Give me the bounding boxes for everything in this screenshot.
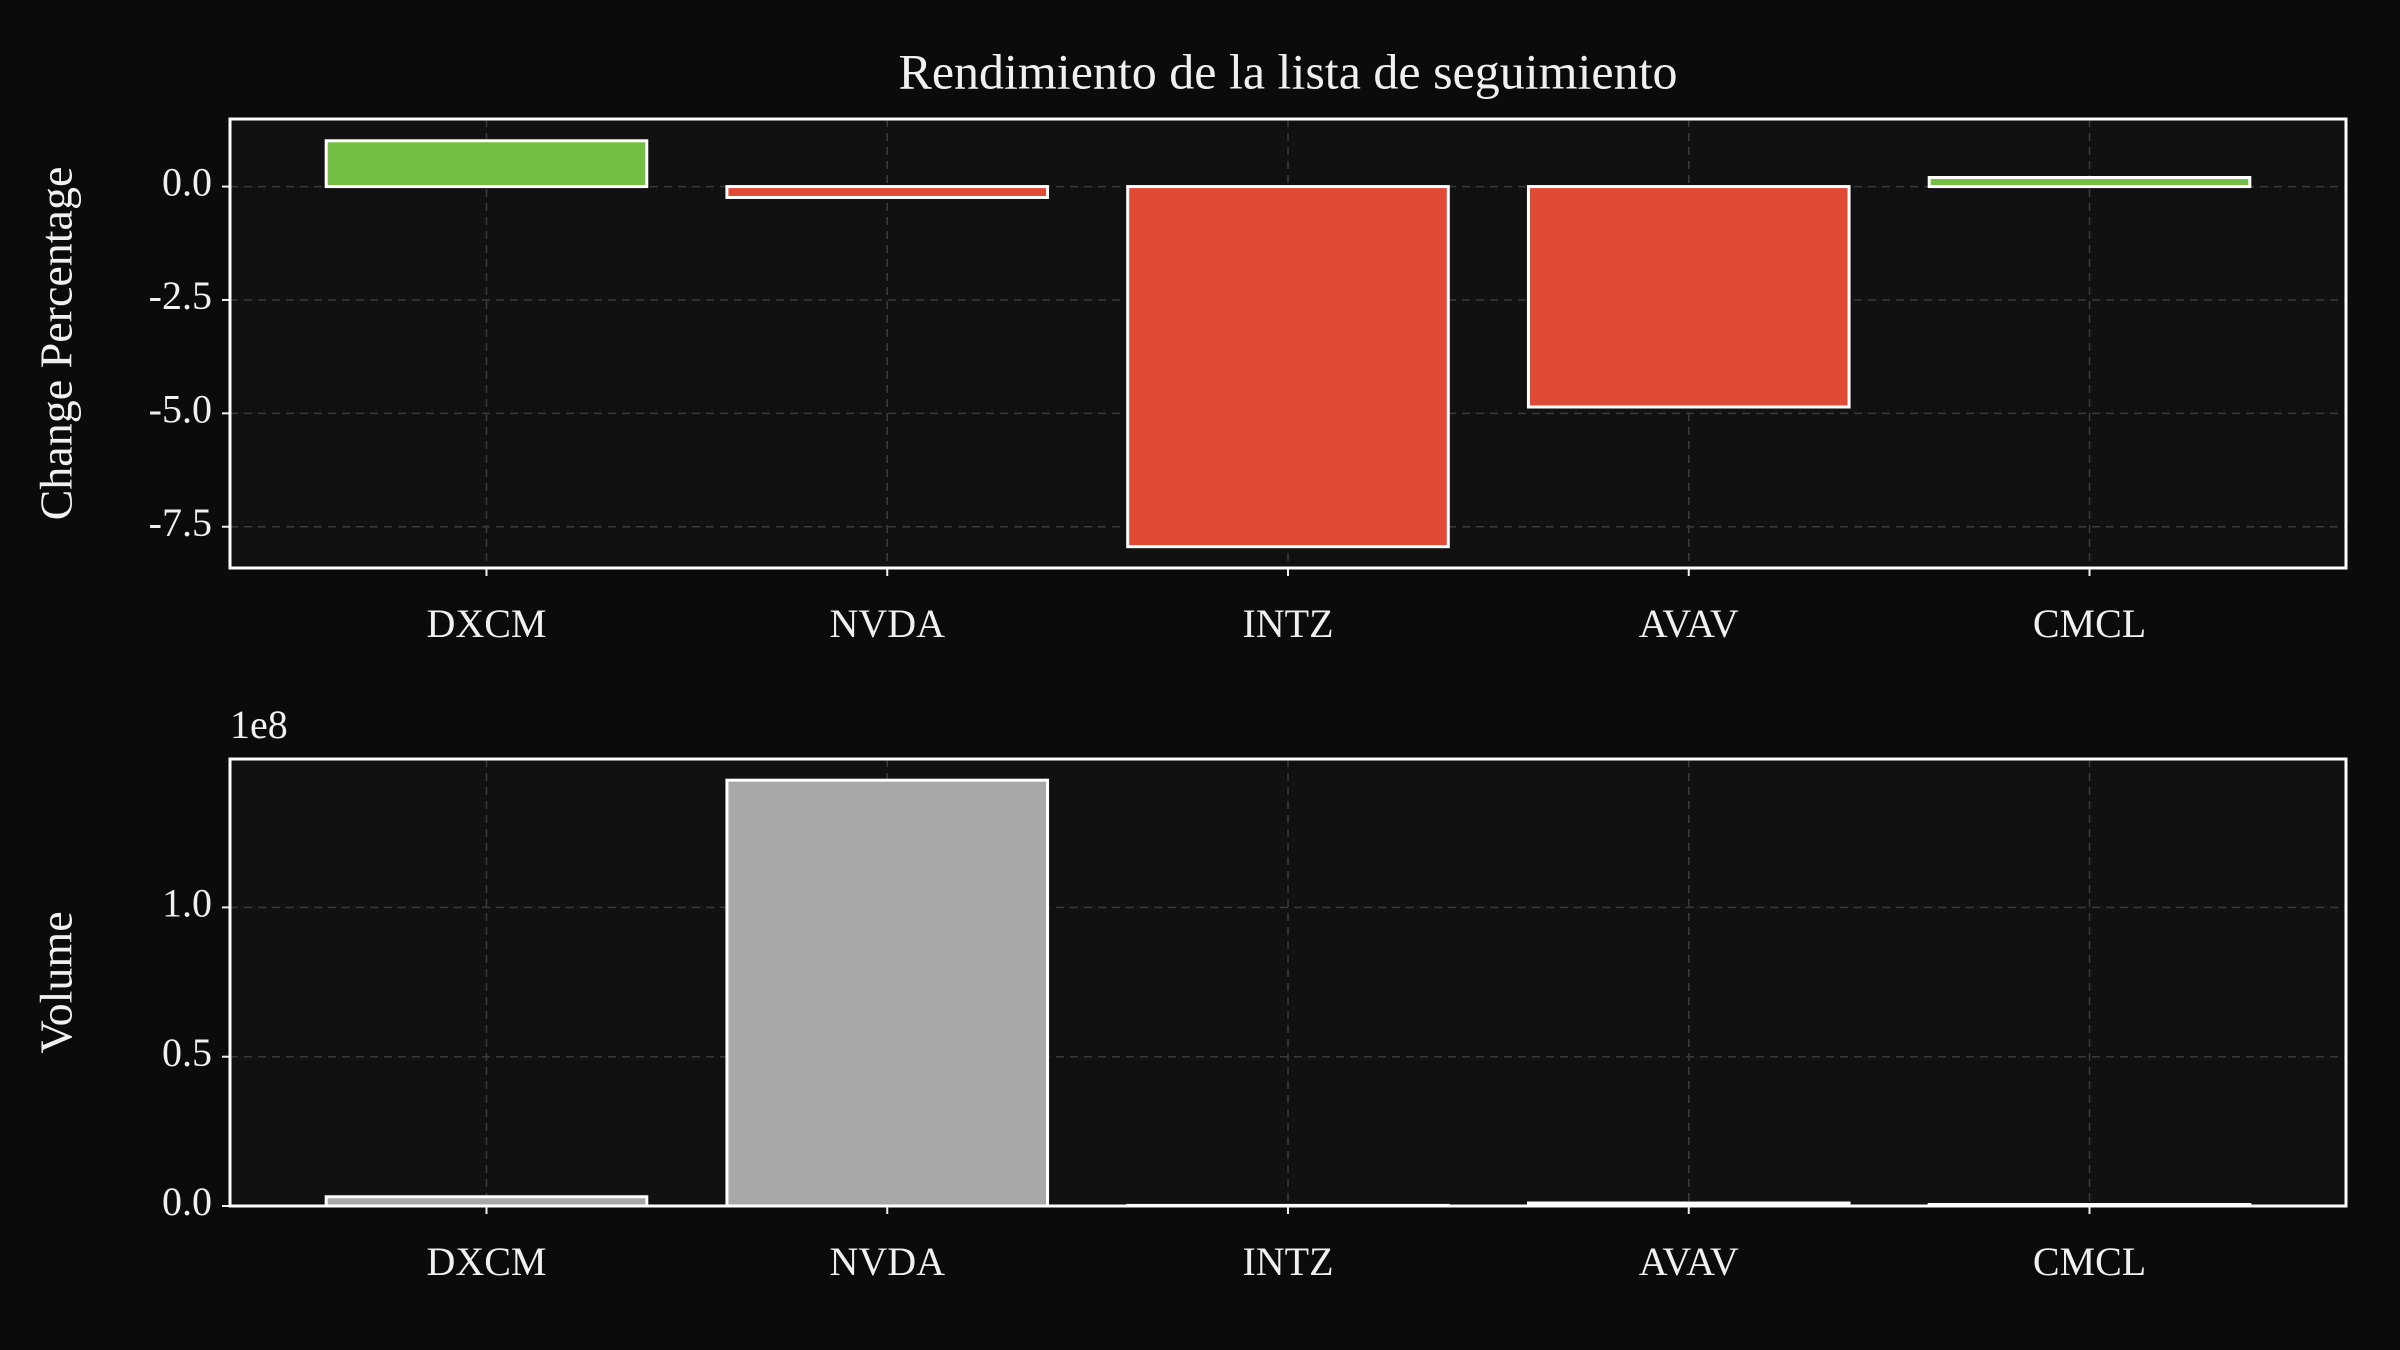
x-tick-label: AVAV bbox=[1639, 1239, 1739, 1284]
plot-frame bbox=[228, 757, 2348, 1208]
x-tick-label: CMCL bbox=[2033, 601, 2146, 646]
bar bbox=[324, 139, 649, 189]
x-tick-label: CMCL bbox=[2033, 1239, 2146, 1284]
y-tick-label: -7.5 bbox=[149, 500, 212, 545]
x-tick-label: INTZ bbox=[1242, 1239, 1333, 1284]
x-tick-label: DXCM bbox=[426, 1239, 546, 1284]
plot-frame bbox=[228, 117, 2348, 570]
y-tick-label: 0.5 bbox=[162, 1030, 212, 1075]
y-axis-label: Volume bbox=[31, 911, 82, 1053]
y-tick-label: 1.0 bbox=[162, 881, 212, 926]
axis-offset-label: 1e8 bbox=[230, 702, 288, 747]
y-tick-label: 0.0 bbox=[162, 160, 212, 205]
bar bbox=[1526, 185, 1851, 409]
x-tick-label: DXCM bbox=[426, 601, 546, 646]
chart-title: Rendimiento de la lista de seguimiento bbox=[898, 43, 1677, 99]
x-tick-label: INTZ bbox=[1242, 601, 1333, 646]
bar bbox=[725, 778, 1050, 1208]
x-tick-label: NVDA bbox=[829, 601, 945, 646]
x-tick-label: NVDA bbox=[829, 1239, 945, 1284]
y-tick-label: -5.0 bbox=[149, 387, 212, 432]
y-tick-label: 0.0 bbox=[162, 1179, 212, 1224]
y-tick-label: -2.5 bbox=[149, 273, 212, 318]
bar bbox=[725, 185, 1050, 199]
x-tick-label: AVAV bbox=[1639, 601, 1739, 646]
bar bbox=[1126, 185, 1450, 549]
bar bbox=[1927, 176, 2252, 189]
y-axis-label: Change Percentage bbox=[31, 167, 82, 521]
